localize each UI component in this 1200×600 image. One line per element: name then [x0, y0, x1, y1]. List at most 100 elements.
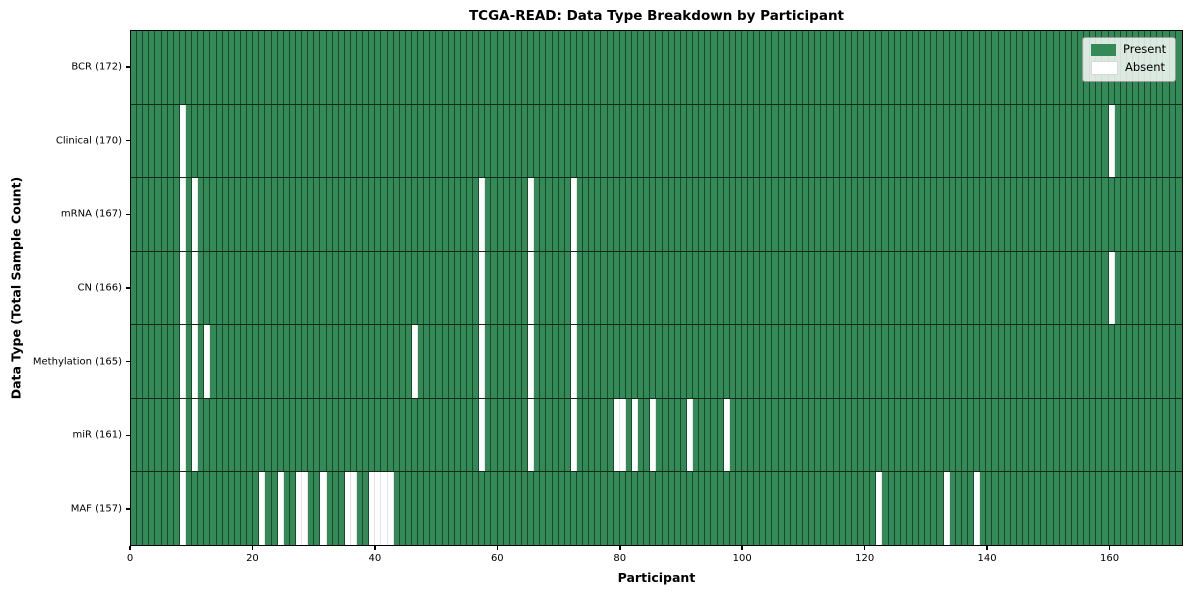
heatmap-cell [570, 104, 577, 178]
heatmap-cell [974, 251, 981, 325]
heatmap-cell [1010, 178, 1017, 251]
heatmap-cell [515, 325, 522, 398]
heatmap-cell [662, 398, 669, 472]
heatmap-cell [143, 178, 150, 251]
heatmap-cell [552, 325, 559, 398]
heatmap-cell [338, 472, 345, 546]
heatmap-cell [576, 104, 584, 178]
heatmap-cell [900, 104, 907, 178]
heatmap-cell [955, 31, 962, 104]
heatmap-cell [448, 31, 455, 104]
heatmap-cell [644, 472, 651, 546]
heatmap-cell [723, 31, 730, 104]
heatmap-cell [363, 325, 370, 398]
heatmap-cell [583, 325, 590, 398]
heatmap-cell [302, 251, 309, 325]
heatmap-cell [1126, 398, 1133, 472]
heatmap-cell [534, 104, 541, 178]
heatmap-cell [1114, 251, 1121, 325]
heatmap-cell [900, 398, 907, 472]
heatmap-cell [552, 178, 559, 251]
heatmap-cell [937, 104, 944, 178]
heatmap-cell [998, 104, 1005, 178]
heatmap-cell [1022, 325, 1030, 398]
heatmap-cell [338, 325, 345, 398]
heatmap-cell [277, 251, 284, 325]
heatmap-cell [827, 31, 834, 104]
heatmap-cell [381, 398, 388, 472]
heatmap-cell [668, 31, 675, 104]
heatmap-cell [876, 251, 883, 325]
heatmap-cell [925, 325, 932, 398]
heatmap-cell [185, 178, 193, 251]
heatmap-cell [1145, 325, 1152, 398]
heatmap-cell [546, 104, 553, 178]
heatmap-cell [1132, 104, 1140, 178]
heatmap-cell [405, 251, 413, 325]
heatmap-cell [913, 398, 920, 472]
heatmap-cell [900, 178, 907, 251]
heatmap-cell [754, 251, 761, 325]
heatmap-cell [320, 398, 327, 472]
heatmap-cell [155, 31, 162, 104]
heatmap-cell [760, 178, 767, 251]
legend: Present Absent [1082, 37, 1176, 82]
heatmap-cell [1102, 178, 1109, 251]
heatmap-cell [693, 398, 700, 472]
heatmap-cell [167, 398, 174, 472]
heatmap-cell [1169, 251, 1176, 325]
heatmap-cell [479, 104, 486, 178]
heatmap-cell [1084, 104, 1091, 178]
heatmap-cell [967, 251, 975, 325]
heatmap-cell [1169, 472, 1176, 546]
heatmap-cell [680, 104, 687, 178]
heatmap-cell [357, 31, 364, 104]
heatmap-cell [259, 472, 266, 546]
heatmap-cell [131, 31, 138, 104]
heatmap-cell [882, 104, 889, 178]
heatmap-cell [778, 104, 785, 178]
heatmap-cell [179, 104, 186, 178]
heatmap-cell [137, 31, 144, 104]
heatmap-cell [1053, 178, 1060, 251]
heatmap-cell [601, 31, 608, 104]
heatmap-cell [283, 178, 290, 251]
heatmap-cell [967, 398, 975, 472]
heatmap-cell [1126, 251, 1133, 325]
heatmap-cell [234, 472, 241, 546]
heatmap-cell [509, 251, 516, 325]
heatmap-cell [185, 251, 193, 325]
heatmap-cell [619, 251, 626, 325]
heatmap-cell [821, 251, 828, 325]
heatmap-cell [149, 398, 156, 472]
heatmap-cell [338, 398, 345, 472]
heatmap-cell [974, 31, 981, 104]
heatmap-cell [711, 104, 718, 178]
heatmap-cell [375, 104, 382, 178]
heatmap-cell [650, 472, 657, 546]
heatmap-cell [1132, 251, 1140, 325]
heatmap-cell [1035, 398, 1042, 472]
heatmap-cell [430, 325, 437, 398]
heatmap-cell [253, 31, 260, 104]
heatmap-cell [729, 398, 736, 472]
heatmap-cell [644, 178, 651, 251]
heatmap-cell [1139, 104, 1146, 178]
heatmap-cell [583, 251, 590, 325]
heatmap-cell [772, 472, 779, 546]
heatmap-cell [760, 398, 767, 472]
heatmap-cell [1175, 251, 1181, 325]
heatmap-cell [1139, 178, 1146, 251]
heatmap-cell [748, 251, 755, 325]
heatmap-cell [619, 31, 626, 104]
heatmap-cell [1071, 472, 1078, 546]
heatmap-cell [448, 398, 455, 472]
heatmap-cell [601, 398, 608, 472]
heatmap-cell [1059, 325, 1066, 398]
heatmap-cell [338, 178, 345, 251]
heatmap-cell [754, 325, 761, 398]
heatmap-cell [222, 325, 229, 398]
heatmap-cell [711, 472, 718, 546]
heatmap-cell [876, 31, 883, 104]
heatmap-cell [699, 472, 706, 546]
